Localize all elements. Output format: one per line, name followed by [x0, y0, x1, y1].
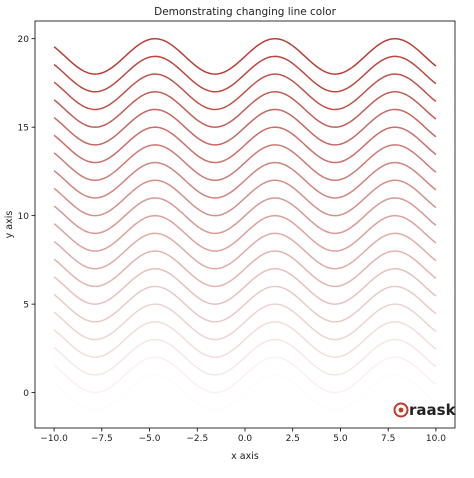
logo-mark-icon: [393, 402, 409, 418]
series-group: [53, 37, 437, 394]
series-line-16: [53, 91, 437, 128]
series-line-1: [53, 356, 437, 394]
series-line-12: [53, 161, 437, 199]
series-line-4: [53, 303, 437, 341]
x-axis-label: x axis: [231, 451, 259, 462]
y-tick-label: 0: [23, 389, 29, 399]
y-axis-ticks: 0 5 10 15 20: [18, 35, 35, 399]
series-line-18: [53, 55, 437, 93]
x-tick-label: −2.5: [186, 434, 208, 444]
series-line-17: [53, 73, 437, 111]
series-line-11: [53, 179, 437, 217]
series-line-9: [53, 214, 437, 252]
x-tick-label: −10.0: [40, 434, 68, 444]
series-line-19: [53, 37, 437, 75]
series-line-10: [53, 197, 437, 235]
x-tick-label: 10.0: [426, 434, 446, 444]
chart-title: Demonstrating changing line color: [154, 6, 336, 18]
series-line-2: [53, 338, 437, 376]
series-line-13: [53, 144, 437, 182]
series-line-3: [53, 321, 437, 358]
y-tick-label: 20: [18, 35, 30, 45]
y-tick-label: 5: [23, 300, 29, 310]
plot-area: [34, 20, 456, 429]
logo-mark-dot-icon: [398, 407, 404, 413]
x-tick-label: 7.5: [381, 434, 395, 444]
y-axis-label: y axis: [4, 211, 15, 239]
series-line-14: [53, 126, 437, 164]
series-line-15: [53, 108, 437, 146]
x-tick-label: 5.0: [333, 434, 348, 444]
x-tick-label: 2.5: [286, 434, 300, 444]
series-line-8: [53, 232, 437, 270]
series-line-6: [53, 267, 437, 305]
watermark-logo: raask: [393, 401, 457, 419]
y-tick-label: 15: [18, 123, 29, 133]
y-tick-label: 10: [18, 212, 30, 222]
watermark-text: raask: [409, 401, 457, 419]
x-axis-ticks: −10.0 −7.5 −5.0 −2.5 0.0 2.5 5.0 7.5 10.0: [40, 428, 446, 444]
x-tick-label: 0.0: [238, 434, 253, 444]
series-line-7: [53, 250, 437, 288]
series-line-5: [53, 285, 437, 323]
x-tick-label: −5.0: [139, 434, 161, 444]
x-tick-label: −7.5: [91, 434, 113, 444]
